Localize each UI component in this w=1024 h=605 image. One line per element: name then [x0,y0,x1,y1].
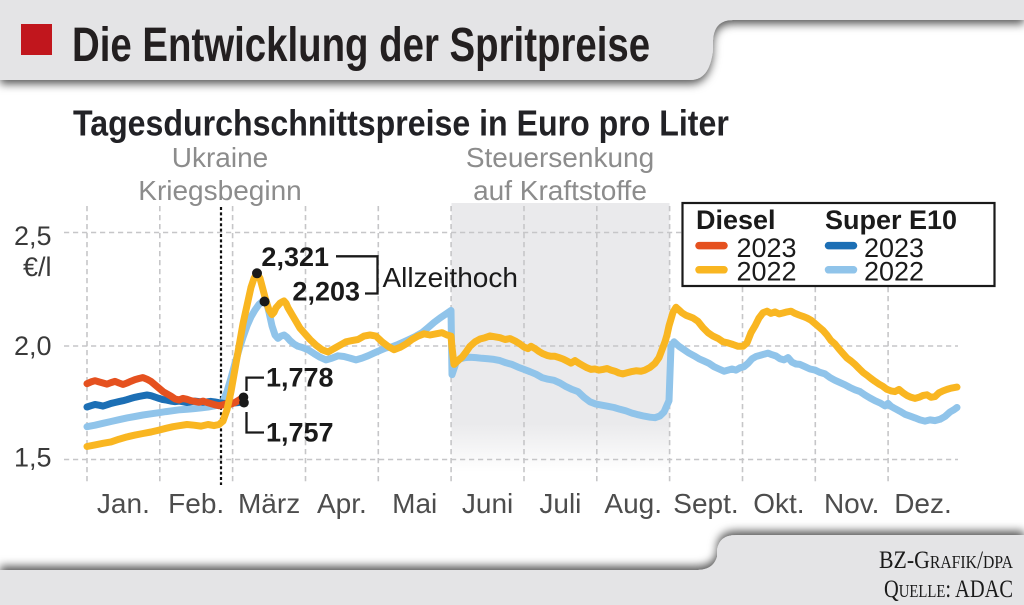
svg-text:Allzeithoch: Allzeithoch [383,262,518,293]
svg-text:Quelle: ADAC: Quelle: ADAC [884,576,1013,603]
svg-text:Okt.: Okt. [753,488,804,519]
svg-text:Nov.: Nov. [824,488,880,519]
svg-text:1,5: 1,5 [14,443,52,473]
svg-text:Kriegsbeginn: Kriegsbeginn [138,175,301,206]
svg-text:Diesel: Diesel [696,205,776,235]
svg-text:Sept.: Sept. [673,488,738,519]
svg-text:€/l: €/l [23,252,52,282]
svg-text:Mai: Mai [392,488,437,519]
svg-text:2022: 2022 [864,256,924,286]
svg-text:2,5: 2,5 [14,221,52,251]
svg-text:2,321: 2,321 [261,242,329,272]
svg-text:Juli: Juli [539,488,581,519]
svg-text:Juni: Juni [462,488,513,519]
svg-text:Jan.: Jan. [97,488,150,519]
svg-text:Aug.: Aug. [604,488,662,519]
svg-text:Die Entwicklung der Spritpreis: Die Entwicklung der Spritpreise [72,19,650,72]
svg-text:Feb.: Feb. [168,488,224,519]
svg-text:2023: 2023 [737,233,797,263]
svg-text:März: März [238,488,300,519]
svg-text:2,203: 2,203 [292,276,360,306]
svg-text:2022: 2022 [737,256,797,286]
svg-text:2023: 2023 [864,233,924,263]
svg-text:Steuersenkung: Steuersenkung [466,142,654,173]
svg-text:2,0: 2,0 [14,331,52,361]
svg-text:Tagesdurchschnittspreise in Eu: Tagesdurchschnittspreise in Euro pro Lit… [73,104,729,144]
svg-text:auf Kraftstoffe: auf Kraftstoffe [473,175,647,206]
svg-text:Apr.: Apr. [317,488,367,519]
svg-text:BZ-Grafik/dpa: BZ-Grafik/dpa [879,547,1013,574]
svg-text:1,778: 1,778 [266,363,334,393]
svg-text:Ukraine: Ukraine [172,142,268,173]
svg-text:1,757: 1,757 [266,418,334,448]
svg-text:Super E10: Super E10 [825,205,957,235]
svg-text:Dez.: Dez. [894,488,952,519]
